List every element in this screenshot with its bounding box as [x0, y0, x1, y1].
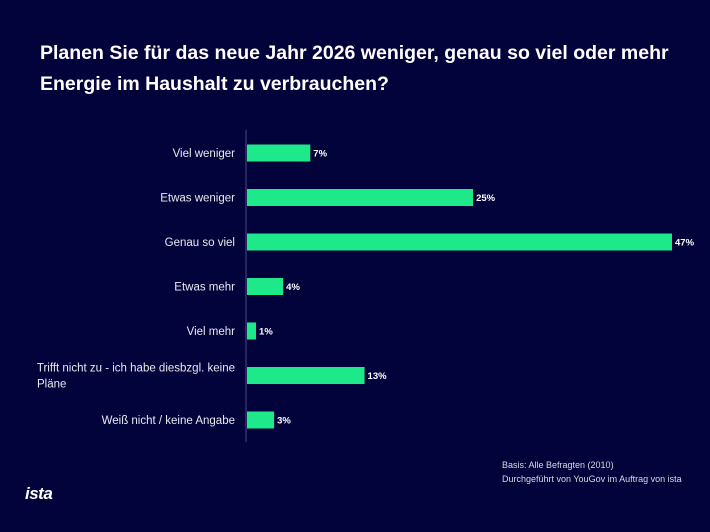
footnote-source: Durchgeführt von YouGov im Auftrag von i… — [502, 474, 682, 484]
data-label: 4% — [286, 282, 300, 293]
ista-logo: ista — [25, 484, 53, 503]
bar — [247, 367, 365, 384]
category-label: Viel weniger — [173, 148, 236, 160]
bar — [247, 411, 275, 429]
category-label: Viel mehr — [187, 326, 236, 338]
bar — [247, 322, 257, 340]
bar — [247, 233, 672, 251]
category-label: Weiß nicht / keine Angabe — [102, 415, 235, 427]
category-label: Etwas mehr — [174, 282, 235, 294]
data-label: 3% — [277, 416, 291, 427]
bar — [247, 189, 474, 206]
data-label: 13% — [368, 371, 388, 382]
chart-title: Planen Sie für das neue Jahr 2026 wenige… — [40, 42, 669, 95]
data-label: 7% — [313, 149, 327, 160]
bar — [247, 278, 284, 295]
category-label: Etwas weniger — [160, 193, 235, 205]
category-label: Pläne — [37, 379, 66, 391]
category-label: Genau so viel — [165, 237, 235, 249]
bar — [247, 144, 311, 162]
category-label: Trifft nicht zu - ich habe diesbzgl. kei… — [37, 363, 235, 375]
footnote-basis: Basis: Alle Befragten (2010) — [502, 460, 614, 470]
data-label: 47% — [675, 238, 695, 249]
data-label: 1% — [259, 327, 273, 338]
data-label: 25% — [476, 193, 496, 204]
